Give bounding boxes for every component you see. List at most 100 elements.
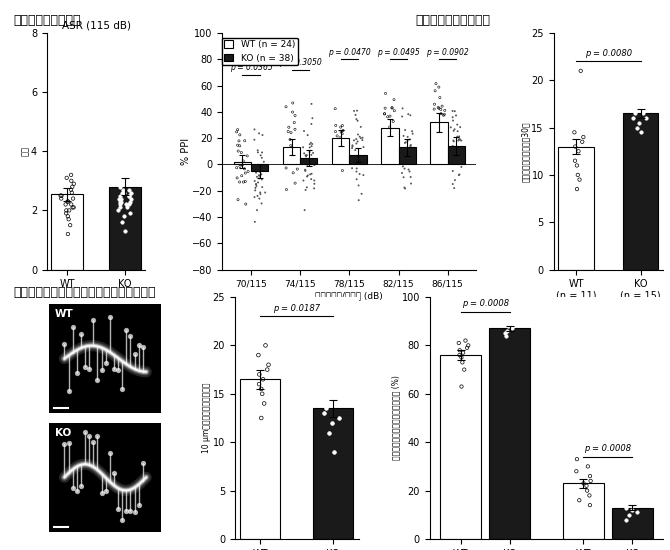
Point [237, 172, 247, 180]
Point [337, 121, 348, 130]
Point [291, 146, 302, 155]
Point [405, 111, 415, 120]
Point [254, 370, 265, 379]
Point [333, 140, 344, 148]
Point [326, 419, 337, 427]
Point [68, 203, 79, 212]
Point [348, 107, 359, 116]
Point [66, 170, 76, 179]
Point [352, 106, 362, 115]
Point [117, 218, 127, 227]
Point [397, 104, 408, 113]
Point [569, 128, 580, 137]
Point [384, 152, 395, 161]
Point [431, 123, 442, 132]
Point [400, 184, 411, 193]
Point [624, 510, 634, 519]
Point [584, 491, 595, 500]
Point [334, 152, 344, 161]
Point [455, 150, 466, 158]
Point [114, 147, 125, 156]
Point [356, 160, 367, 168]
Bar [251, 164, 268, 171]
Point [638, 109, 649, 118]
Point [357, 133, 368, 142]
Point [455, 150, 466, 158]
Point [299, 149, 310, 158]
Point [306, 139, 316, 147]
Point [457, 358, 468, 367]
Point [117, 188, 127, 197]
Point [454, 135, 464, 144]
Point [289, 111, 300, 120]
Point [243, 167, 253, 176]
Point [460, 336, 471, 345]
Bar [381, 128, 399, 164]
Point [387, 144, 398, 152]
Point [304, 143, 315, 152]
Point [61, 206, 72, 214]
Point [252, 206, 263, 214]
Point [113, 168, 123, 177]
Point [499, 329, 510, 338]
Point [257, 175, 267, 184]
Point [67, 203, 78, 212]
Point [252, 172, 263, 181]
Point [337, 129, 348, 138]
Point [582, 462, 593, 471]
Point [350, 146, 360, 155]
Point [121, 162, 131, 170]
Point [346, 164, 357, 173]
Point [632, 499, 643, 508]
Point [302, 161, 313, 169]
Point [113, 82, 124, 91]
Point [429, 125, 440, 134]
Point [124, 185, 135, 194]
Point [330, 144, 340, 153]
Point [303, 159, 314, 168]
Point [283, 127, 293, 136]
Point [585, 472, 596, 481]
Point [335, 134, 346, 142]
Point [309, 161, 320, 169]
Point [629, 109, 640, 118]
Point [449, 125, 460, 134]
Point [400, 153, 411, 162]
Point [254, 194, 265, 203]
Point [253, 178, 263, 187]
Point [391, 150, 401, 159]
Point [240, 177, 251, 186]
Text: プレパルス抑制試験: プレパルス抑制試験 [13, 14, 81, 27]
Point [350, 111, 361, 119]
Point [632, 508, 643, 517]
Point [297, 143, 308, 152]
Point [341, 135, 352, 144]
Bar [109, 187, 141, 270]
Point [232, 147, 243, 156]
Point [238, 178, 249, 186]
Point [300, 167, 311, 175]
Point [299, 206, 310, 214]
Point [437, 102, 448, 111]
Point [300, 166, 311, 174]
Point [115, 203, 125, 212]
Point [285, 141, 296, 150]
Point [123, 170, 134, 179]
Point [260, 188, 271, 197]
Point [453, 136, 464, 145]
Point [438, 123, 448, 131]
Point [454, 351, 465, 360]
Point [577, 138, 588, 146]
Point [332, 131, 342, 140]
Text: p = 0.0902: p = 0.0902 [426, 48, 469, 57]
Point [300, 185, 311, 194]
Point [452, 133, 462, 142]
Point [433, 103, 444, 112]
Point [629, 90, 640, 99]
Point [240, 169, 251, 178]
Point [448, 137, 459, 146]
Point [356, 157, 366, 166]
Point [238, 157, 249, 166]
Bar [332, 138, 349, 164]
Point [302, 151, 312, 160]
